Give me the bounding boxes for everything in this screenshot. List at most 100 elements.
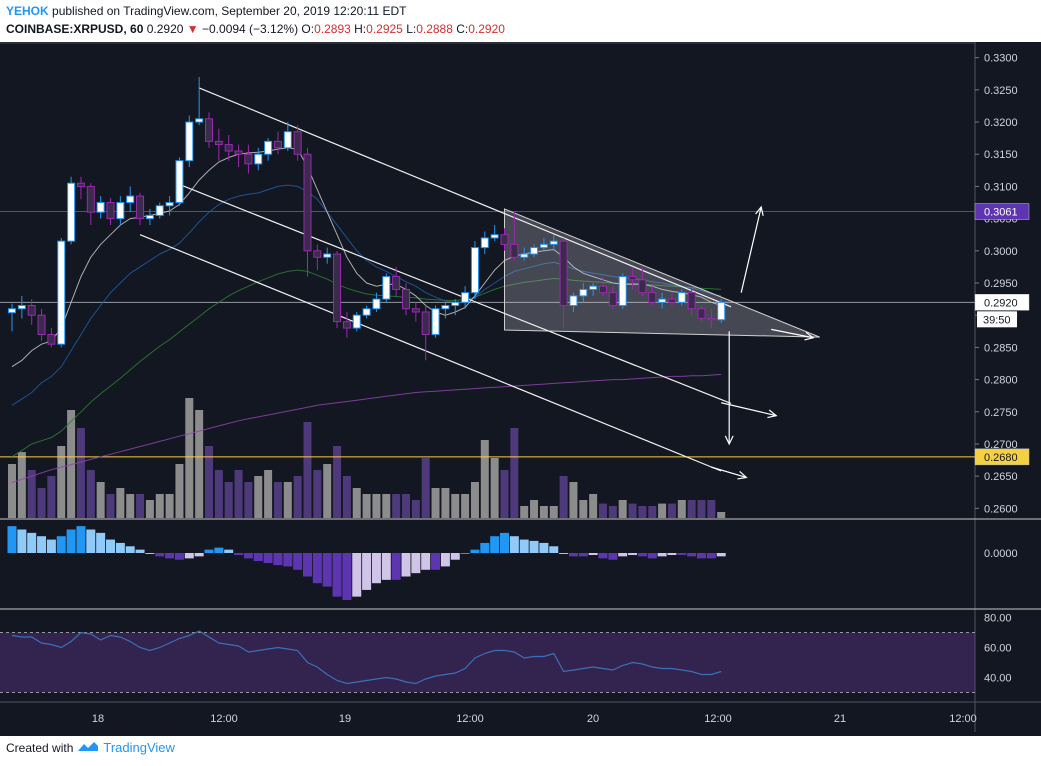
- macd-bar: [7, 526, 17, 553]
- macd-bar: [66, 529, 76, 553]
- macd-bar: [500, 532, 509, 553]
- macd-bar: [657, 553, 667, 557]
- macd-bar: [194, 553, 204, 557]
- candle-body: [195, 118, 204, 123]
- chart-canvas[interactable]: 0.33000.32500.32000.31500.31000.30500.30…: [0, 42, 1041, 736]
- candle-body: [648, 292, 657, 303]
- macd-bar: [273, 553, 283, 566]
- price-label-text: 0.2920: [984, 297, 1018, 309]
- macd-bar: [155, 553, 165, 557]
- volume-bar: [490, 458, 499, 518]
- volume-bar: [658, 503, 667, 518]
- time-tick-label: 12:00: [456, 713, 484, 725]
- volume-bar: [224, 482, 233, 518]
- tradingview-brand[interactable]: TradingView: [103, 740, 175, 755]
- volume-bar: [214, 470, 223, 518]
- macd-bar: [549, 546, 559, 553]
- rsi-line: [11, 630, 722, 685]
- macd-bar: [17, 529, 27, 553]
- candle-body: [461, 292, 470, 303]
- projection-arrow-head: [804, 331, 815, 341]
- price-tick-label: 0.2750: [984, 407, 1018, 419]
- candle-body: [589, 285, 598, 290]
- macd-bar: [86, 529, 96, 553]
- candle-body: [205, 118, 213, 142]
- candle-body: [283, 131, 292, 149]
- volume-bar: [175, 464, 184, 518]
- volume-bar: [185, 398, 194, 518]
- price-tick-label: 0.2800: [984, 375, 1018, 387]
- macd-bar: [322, 553, 332, 587]
- time-tick-label: 12:00: [704, 713, 732, 725]
- volume-bar: [707, 500, 716, 518]
- price-tick-label: 0.2600: [984, 503, 1018, 515]
- candle-body: [677, 292, 686, 303]
- candle-body: [559, 240, 568, 307]
- projection-arrow-line: [740, 206, 762, 293]
- volume-bar: [17, 452, 26, 518]
- macd-bar: [352, 553, 362, 597]
- symbol-line: COINBASE:XRPUSD, 60 0.2920 ▼ −0.0094 (−3…: [6, 22, 505, 36]
- candle-body: [717, 301, 726, 321]
- candle-body: [313, 250, 322, 258]
- candle-body: [323, 253, 332, 258]
- macd-bar: [470, 549, 480, 553]
- price-tick-label: 0.2950: [984, 278, 1018, 290]
- time-tick-label: 19: [339, 713, 351, 725]
- macd-bar: [697, 553, 706, 559]
- candle-body: [402, 288, 410, 310]
- channel-line: [139, 234, 722, 472]
- macd-bar: [27, 532, 37, 553]
- macd-bar: [125, 546, 135, 553]
- high-label: H:: [354, 22, 367, 36]
- created-with-text: Created with: [6, 740, 74, 755]
- candle-body: [96, 202, 105, 213]
- tradingview-logo-icon: [77, 740, 99, 755]
- macd-bar: [421, 553, 431, 570]
- volume-bar: [480, 440, 489, 518]
- last-price: 0.2920: [146, 22, 184, 36]
- top-border: [0, 42, 975, 44]
- publisher-name[interactable]: YEHOK: [6, 4, 49, 18]
- macd-bar: [559, 553, 569, 554]
- macd-bar: [293, 553, 303, 570]
- price-tick-label: 0.2650: [984, 471, 1018, 483]
- volume-bar: [333, 446, 342, 518]
- candle-body: [27, 305, 36, 316]
- candle-body: [175, 160, 184, 204]
- macd-bar: [106, 539, 115, 553]
- candle-body: [372, 298, 381, 310]
- macd-bar: [96, 532, 106, 553]
- volume-bar: [313, 470, 322, 518]
- candle-body: [224, 144, 233, 152]
- volume-bar: [244, 482, 253, 518]
- candle-body: [549, 240, 558, 245]
- candle-body: [8, 308, 16, 314]
- price-tick-label: 0.3100: [984, 181, 1018, 193]
- candle-body: [658, 298, 667, 303]
- candle-body: [244, 153, 253, 165]
- volume-bar: [500, 470, 509, 518]
- candle-body: [628, 276, 637, 281]
- price-tick-label: 0.3250: [984, 85, 1018, 97]
- volume-bar: [441, 488, 450, 518]
- macd-bar: [391, 553, 401, 580]
- volume-bar: [273, 482, 282, 518]
- price-label-text: 0.2680: [984, 452, 1018, 464]
- macd-bar: [145, 553, 155, 554]
- volume-bar: [264, 470, 273, 518]
- volume-bar: [470, 482, 479, 518]
- candle-body: [37, 314, 46, 336]
- volume-bar: [47, 476, 56, 518]
- macd-bar: [480, 542, 490, 553]
- volume-bar: [205, 446, 213, 518]
- channel-line: [179, 183, 732, 404]
- volume-bar: [342, 476, 351, 518]
- time-tick-label: 18: [92, 713, 104, 725]
- candle-body: [638, 279, 647, 294]
- macd-bar: [460, 553, 470, 554]
- macd-bar: [667, 553, 677, 556]
- macd-bar: [243, 553, 253, 559]
- price-label-box: [974, 448, 1030, 466]
- candle-body: [411, 308, 420, 313]
